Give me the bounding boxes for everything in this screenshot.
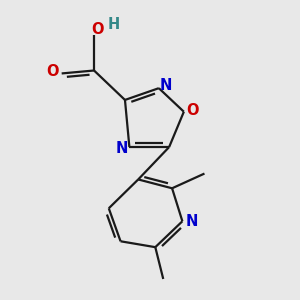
- Text: H: H: [108, 17, 120, 32]
- Text: N: N: [116, 141, 128, 156]
- Text: O: O: [91, 22, 103, 37]
- Text: O: O: [46, 64, 59, 80]
- Text: N: N: [186, 214, 198, 229]
- Text: N: N: [160, 78, 172, 93]
- Text: O: O: [186, 103, 199, 118]
